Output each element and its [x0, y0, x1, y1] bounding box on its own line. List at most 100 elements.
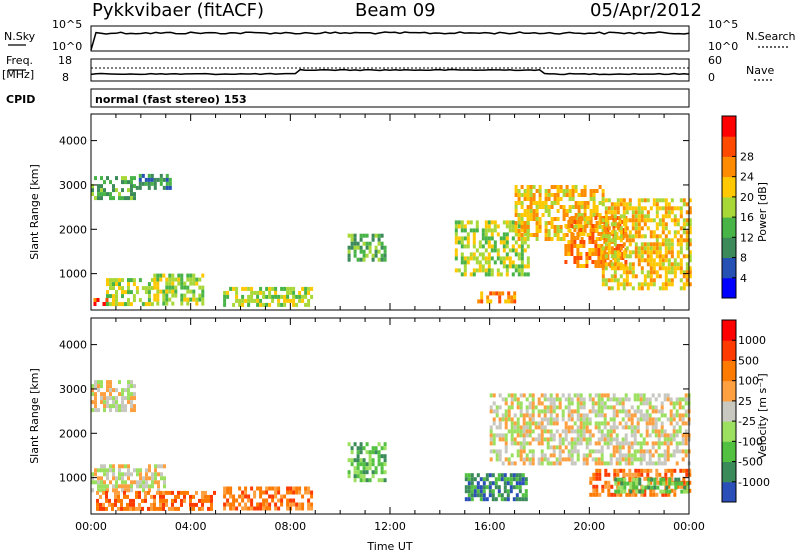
velocity-cell	[624, 453, 628, 458]
power-cell	[109, 286, 112, 291]
velocity-cell	[678, 441, 682, 446]
velocity-cell	[639, 393, 643, 398]
velocity-cell	[600, 421, 604, 426]
velocity-cell	[680, 489, 684, 494]
velocity-cell	[660, 461, 664, 466]
power-cell	[606, 216, 610, 220]
power-cell	[186, 297, 190, 302]
power-cell	[162, 293, 166, 298]
power-cell	[550, 225, 554, 229]
power-cell	[535, 189, 539, 193]
power-cell	[496, 252, 500, 257]
velocity-cell	[504, 417, 508, 422]
power-cell	[353, 241, 357, 246]
velocity-cell	[365, 478, 369, 483]
velocity-cell	[660, 413, 664, 418]
velocity-cell	[638, 489, 642, 494]
power-cell	[573, 228, 577, 232]
power-cell	[502, 236, 506, 241]
power-cell	[520, 213, 524, 217]
power-cell	[268, 302, 272, 307]
velocity-cell	[546, 457, 550, 462]
power-cell	[622, 210, 626, 215]
power-cell	[192, 277, 196, 282]
power-cell	[526, 264, 530, 269]
power-cell	[486, 295, 490, 300]
power-cell	[646, 282, 650, 287]
velocity-cell	[307, 490, 311, 495]
velocity-cell	[180, 490, 183, 495]
velocity-cell	[612, 449, 616, 454]
nsky-series	[90, 31, 690, 51]
velocity-cell	[500, 497, 504, 502]
power-cell	[463, 260, 467, 265]
power-cell	[673, 266, 677, 271]
velocity-cell	[501, 417, 505, 422]
velocity-cell	[630, 445, 634, 450]
velocity-cell	[244, 486, 248, 491]
velocity-cell	[232, 506, 236, 511]
power-cell	[477, 299, 481, 304]
power-cell	[514, 209, 518, 213]
power-cell	[132, 282, 136, 287]
power-cell	[259, 290, 263, 295]
power-cell	[618, 252, 622, 256]
power-cell	[486, 299, 490, 304]
power-cell	[362, 249, 366, 254]
velocity-cell	[540, 453, 544, 458]
power-cell	[526, 229, 530, 233]
power-cell	[463, 272, 467, 277]
power-cell	[201, 273, 205, 278]
velocity-cell	[201, 502, 204, 507]
velocity-cell	[636, 429, 640, 434]
velocity-cell	[531, 405, 535, 410]
power-cell	[514, 264, 518, 269]
power-cell	[374, 253, 378, 258]
velocity-cell	[204, 490, 207, 495]
velocity-cell	[141, 506, 144, 511]
power-cell	[150, 181, 154, 186]
velocity-cell	[555, 421, 559, 426]
velocity-cell	[675, 397, 679, 402]
velocity-cell	[154, 468, 157, 473]
velocity-cell	[265, 506, 269, 511]
velocity-cell	[657, 417, 661, 422]
velocity-cell	[127, 388, 130, 393]
velocity-cell	[675, 421, 679, 426]
power-cell	[460, 240, 464, 245]
power-cell	[591, 260, 595, 264]
freq-series	[90, 68, 690, 76]
velocity-cell	[636, 425, 640, 430]
velocity-cell	[359, 442, 363, 447]
velocity-cell	[195, 502, 198, 507]
velocity-cell	[118, 408, 121, 413]
power-cell	[153, 185, 157, 190]
velocity-cell	[374, 466, 378, 471]
velocity-cell	[624, 457, 628, 462]
freq-frame	[90, 58, 690, 82]
nsky-tick-bottom: 10^0	[52, 40, 82, 53]
velocity-cell	[672, 417, 676, 422]
velocity-cell	[476, 473, 480, 478]
velocity-cell	[564, 433, 568, 438]
velocity-cell	[591, 449, 595, 454]
velocity-cell	[94, 480, 97, 485]
velocity-cell	[201, 506, 204, 511]
velocity-cell	[585, 413, 589, 418]
power-cell	[594, 252, 598, 256]
velocity-cell	[253, 506, 257, 511]
power-cell	[460, 272, 464, 277]
velocity-cell	[675, 409, 679, 414]
velocity-cell	[591, 397, 595, 402]
power-cell	[289, 286, 293, 291]
power-cell	[649, 270, 653, 275]
velocity-cell	[130, 484, 133, 489]
velocity-cell	[600, 393, 604, 398]
velocity-cell	[97, 476, 100, 481]
velocity-cell	[476, 485, 480, 490]
power-cell	[652, 218, 656, 223]
power-cell	[463, 228, 467, 233]
power-cell	[580, 213, 584, 217]
velocity-cell	[159, 506, 162, 511]
